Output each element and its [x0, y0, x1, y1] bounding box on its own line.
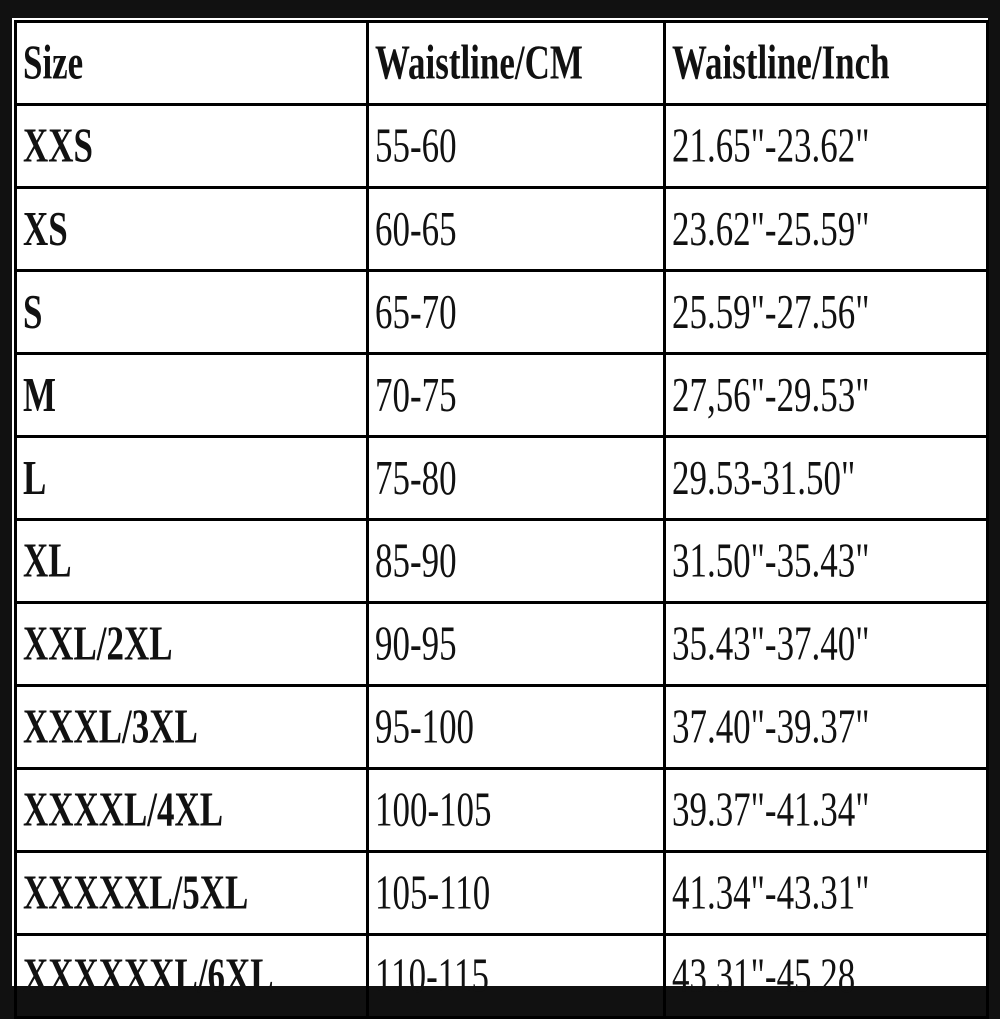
size-value: M	[23, 367, 57, 422]
table-row: L 75-80 29.53-31.50"	[14, 435, 989, 521]
size-value: XXXXXL/5XL	[23, 865, 249, 920]
size-value: XXXXL/4XL	[23, 782, 224, 837]
header-size: Size	[23, 35, 84, 90]
header-waistline-cm: Waistline/CM	[375, 35, 583, 90]
table-cell-waistline-inch: 37.40"-39.37"	[663, 684, 989, 770]
waistline-cm-value: 90-95	[375, 616, 457, 671]
table-cell-size: XXXXXL/5XL	[14, 850, 369, 936]
table-cell-waistline-cm: 60-65	[366, 186, 666, 272]
waistline-cm-value: 95-100	[375, 699, 475, 754]
table-cell-waistline-inch: 43.31"-45.28	[663, 933, 989, 1019]
table-row: XXS 55-60 21.65"-23.62"	[14, 103, 989, 189]
table-cell-waistline-inch: 29.53-31.50"	[663, 435, 989, 521]
table-row: XXL/2XL 90-95 35.43"-37.40"	[14, 601, 989, 687]
waistline-cm-value: 65-70	[375, 284, 457, 339]
table-cell-waistline-cm: 100-105	[366, 767, 666, 853]
table-cell-waistline-inch: 21.65"-23.62"	[663, 103, 989, 189]
table-cell-size: XL	[14, 518, 369, 604]
header-cell-size: Size	[14, 20, 369, 106]
waistline-cm-value: 105-110	[375, 865, 491, 920]
table-cell-waistline-inch: 35.43"-37.40"	[663, 601, 989, 687]
waistline-cm-value: 55-60	[375, 118, 457, 173]
table-cell-size: XXXXXXL/6XL	[14, 933, 369, 1019]
header-row: Size Waistline/CM Waistline/Inch	[14, 20, 989, 106]
table-cell-waistline-inch: 31.50"-35.43"	[663, 518, 989, 604]
table-cell-size: XXL/2XL	[14, 601, 369, 687]
table-row: XL 85-90 31.50"-35.43"	[14, 518, 989, 604]
waistline-cm-value: 70-75	[375, 367, 457, 422]
waistline-inch-value: 21.65"-23.62"	[672, 118, 870, 173]
table-cell-size: M	[14, 352, 369, 438]
size-value: XL	[23, 533, 72, 588]
size-value: XXL/2XL	[23, 616, 173, 671]
table-cell-size: XXS	[14, 103, 369, 189]
waistline-cm-value: 75-80	[375, 450, 457, 505]
table-cell-waistline-inch: 25.59"-27.56"	[663, 269, 989, 355]
table-cell-waistline-cm: 95-100	[366, 684, 666, 770]
waistline-inch-value: 41.34"-43.31"	[672, 865, 870, 920]
size-value: XXXXXXL/6XL	[23, 948, 274, 1003]
waistline-cm-value: 85-90	[375, 533, 457, 588]
table-row: XXXXL/4XL 100-105 39.37"-41.34"	[14, 767, 989, 853]
table-row: XXXL/3XL 95-100 37.40"-39.37"	[14, 684, 989, 770]
waistline-inch-value: 39.37"-41.34"	[672, 782, 870, 837]
size-value: XXS	[23, 118, 93, 173]
waistline-inch-value: 35.43"-37.40"	[672, 616, 870, 671]
table-cell-waistline-inch: 39.37"-41.34"	[663, 767, 989, 853]
waistline-inch-value: 31.50"-35.43"	[672, 533, 870, 588]
table-row: XXXXXL/5XL 105-110 41.34"-43.31"	[14, 850, 989, 936]
header-waistline-inch: Waistline/Inch	[672, 35, 890, 90]
table-cell-size: XS	[14, 186, 369, 272]
table-cell-waistline-cm: 75-80	[366, 435, 666, 521]
header-cell-cm: Waistline/CM	[366, 20, 666, 106]
table-cell-waistline-cm: 105-110	[366, 850, 666, 936]
table-cell-size: L	[14, 435, 369, 521]
table-cell-waistline-inch: 41.34"-43.31"	[663, 850, 989, 936]
table-cell-waistline-cm: 90-95	[366, 601, 666, 687]
waistline-inch-value: 23.62"-25.59"	[672, 201, 870, 256]
table-cell-waistline-cm: 65-70	[366, 269, 666, 355]
table-cell-waistline-inch: 27,56"-29.53"	[663, 352, 989, 438]
table-cell-waistline-inch: 23.62"-25.59"	[663, 186, 989, 272]
size-chart-sheet: Size Waistline/CM Waistline/Inch XXS 55-6…	[12, 18, 989, 1019]
table-cell-waistline-cm: 55-60	[366, 103, 666, 189]
size-value: L	[23, 450, 47, 505]
table-cell-size: XXXL/3XL	[14, 684, 369, 770]
table-cell-size: S	[14, 269, 369, 355]
size-value: XXXL/3XL	[23, 699, 198, 754]
waistline-inch-value: 25.59"-27.56"	[672, 284, 870, 339]
table-cell-waistline-cm: 85-90	[366, 518, 666, 604]
table-row: XS 60-65 23.62"-25.59"	[14, 186, 989, 272]
header-cell-inch: Waistline/Inch	[663, 20, 989, 106]
waistline-inch-value: 43.31"-45.28	[672, 948, 856, 1003]
size-chart-table: Size Waistline/CM Waistline/Inch XXS 55-6…	[14, 20, 989, 1019]
table-row: M 70-75 27,56"-29.53"	[14, 352, 989, 438]
waistline-inch-value: 27,56"-29.53"	[672, 367, 870, 422]
size-value: S	[23, 284, 43, 339]
table-cell-waistline-cm: 110-115	[366, 933, 666, 1019]
waistline-cm-value: 110-115	[375, 948, 489, 1003]
table-row: XXXXXXL/6XL 110-115 43.31"-45.28	[14, 933, 989, 1019]
waistline-inch-value: 29.53-31.50"	[672, 450, 856, 505]
waistline-cm-value: 100-105	[375, 782, 492, 837]
table-cell-size: XXXXL/4XL	[14, 767, 369, 853]
table-row: S 65-70 25.59"-27.56"	[14, 269, 989, 355]
table-cell-waistline-cm: 70-75	[366, 352, 666, 438]
waistline-inch-value: 37.40"-39.37"	[672, 699, 870, 754]
waistline-cm-value: 60-65	[375, 201, 457, 256]
size-value: XS	[23, 201, 68, 256]
